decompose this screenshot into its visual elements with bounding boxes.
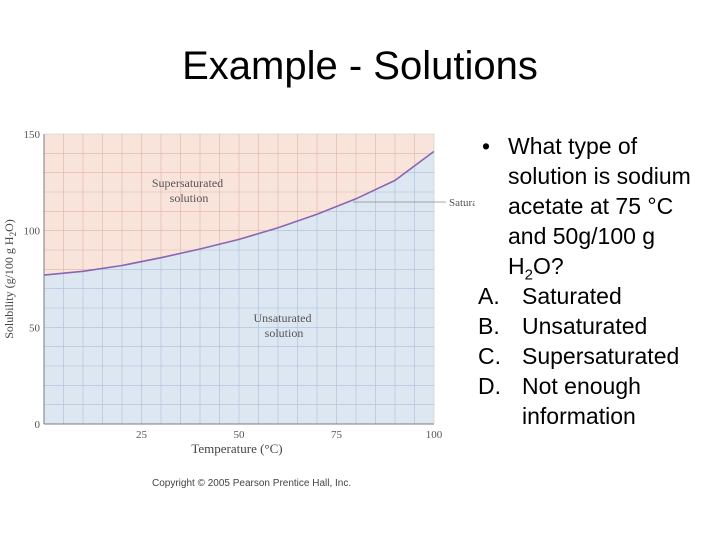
saturated-curve: [43, 150, 435, 276]
option-a: A. Saturated: [478, 283, 622, 309]
option-c: C. Supersaturated: [478, 343, 680, 369]
bullet-icon: •: [482, 133, 491, 159]
y-tick-label: 100: [24, 226, 41, 238]
x-tick-label: 25: [136, 429, 148, 441]
y-axis-label: Solubility (g/100 g H2O): [2, 219, 18, 339]
x-tick-labels: 25 50 75 100: [136, 429, 443, 441]
option-d: D. Not enough information: [478, 373, 641, 429]
x-tick-label: 75: [331, 429, 343, 441]
saturated-series-label: Saturated: [449, 197, 475, 209]
y-tick-labels: 0 50 100 150: [24, 129, 41, 431]
x-axis-label: Temperature (°C): [191, 441, 282, 456]
grid-supersaturated: [44, 134, 432, 274]
question-panel: • What type of solution is sodium acetate…: [478, 131, 714, 431]
solubility-chart: 0 50 100 150 25 50 75 100 Temperature (°C) Sol…: [2, 129, 475, 489]
grid-unsaturated: [44, 153, 434, 424]
x-tick-label: 100: [426, 429, 443, 441]
x-tick-label: 50: [234, 429, 246, 441]
y-tick-label: 50: [29, 322, 41, 334]
supersaturated-region-label: Supersaturated solution: [152, 176, 226, 205]
y-tick-label: 150: [24, 129, 41, 141]
slide-title: Example - Solutions: [182, 44, 538, 88]
option-b: B. Unsaturated: [478, 313, 648, 339]
plot-area: [43, 133, 435, 425]
unsaturated-region-label: Unsaturated solution: [254, 311, 315, 340]
copyright-text: Copyright © 2005 Pearson Prentice Hall, …: [152, 478, 351, 489]
question-stem: • What type of solution is sodium acetate…: [482, 133, 691, 284]
y-tick-label: 0: [35, 419, 41, 431]
